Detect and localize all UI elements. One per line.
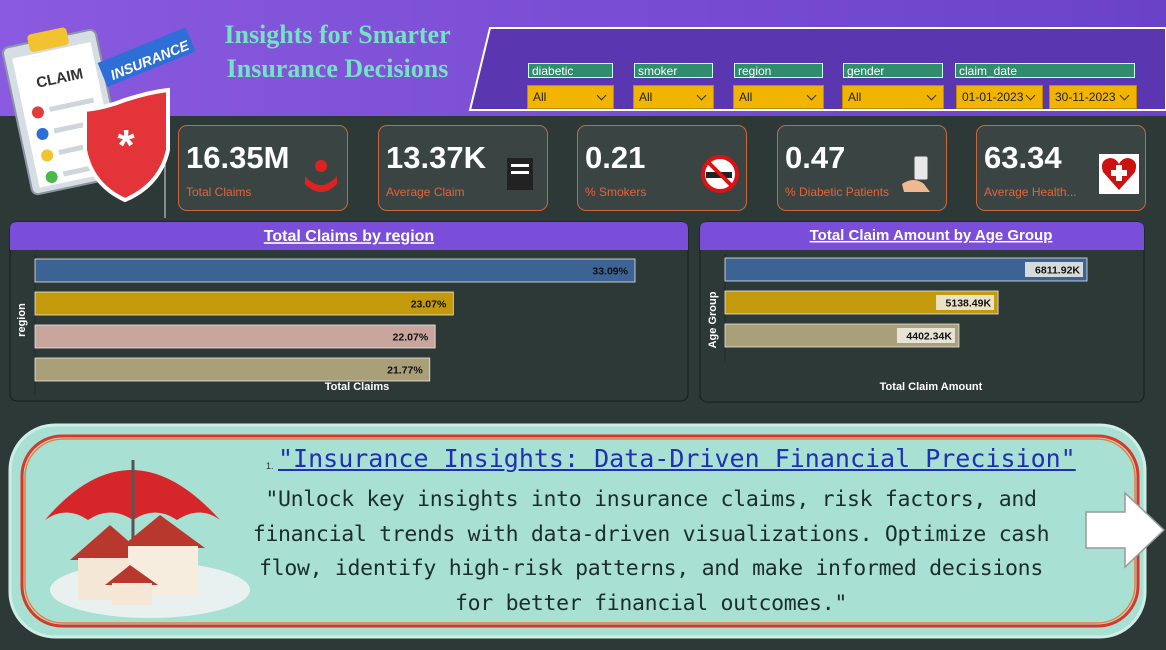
- svg-text:*: *: [117, 121, 135, 170]
- chart-title: Total Claims by region: [264, 228, 434, 245]
- y-axis-title: region: [16, 303, 28, 337]
- data-label: 33.09%: [592, 265, 628, 277]
- data-label: 5138.49K: [946, 297, 992, 309]
- kpi-icon: [305, 160, 337, 192]
- kpi-value: 13.37K: [386, 140, 486, 175]
- filter-dropdown[interactable]: All: [527, 85, 614, 109]
- data-label: 4402.34K: [906, 330, 952, 342]
- banner-title: "Insurance Insights: Data-Driven Financi…: [278, 444, 1076, 473]
- kpi-card: 13.37K Average Claim: [378, 125, 548, 211]
- bar: [34, 258, 636, 283]
- data-label: 21.77%: [387, 364, 423, 376]
- kpi-icon: [507, 158, 533, 190]
- data-label-bg: [896, 328, 955, 343]
- bar: [724, 257, 1088, 282]
- kpi-value: 0.47: [785, 140, 846, 175]
- filter-label: claim_date: [955, 63, 1135, 78]
- filter-dropdown[interactable]: All: [842, 85, 944, 109]
- kpi-label: % Smokers: [585, 185, 647, 199]
- kpi-card: 16.35M Total Claims: [178, 125, 348, 211]
- kpi-icon: [1099, 154, 1139, 194]
- kpi-card: 63.34 Average Health...: [976, 125, 1146, 211]
- banner-number: 1.: [266, 461, 274, 471]
- kpi-value: 0.21: [585, 140, 646, 175]
- date-end[interactable]: 30-11-2023: [1049, 85, 1137, 109]
- data-label-bg: [936, 295, 995, 310]
- data-label: 22.07%: [393, 331, 429, 343]
- filter-label: region: [734, 63, 823, 78]
- bar: [34, 357, 431, 382]
- data-label: 23.07%: [411, 298, 447, 310]
- kpi-label: Average Claim: [386, 185, 465, 199]
- header-title: Insights for Smarter: [224, 20, 451, 49]
- x-axis-title: Total Claim Amount: [880, 381, 983, 393]
- kpi-value: 63.34: [984, 140, 1062, 175]
- data-label-bg: [1025, 262, 1083, 277]
- y-axis-title: Age Group: [707, 291, 719, 348]
- filter-label: gender: [843, 63, 943, 78]
- kpi-label: % Diabetic Patients: [785, 185, 890, 199]
- filter-label: diabetic: [528, 63, 613, 78]
- kpi-value: 16.35M: [186, 140, 290, 175]
- filter-dropdown[interactable]: All: [633, 85, 714, 109]
- header-title: Insurance Decisions: [226, 54, 449, 83]
- kpi-card: 0.21 % Smokers: [577, 125, 747, 211]
- kpi-label: Total Claims: [186, 185, 252, 199]
- banner-body: "Unlock key insights into insurance clai…: [252, 487, 1050, 616]
- bar: [34, 291, 454, 316]
- kpi-card: 0.47 % Diabetic Patients: [777, 125, 947, 211]
- filter-dropdown[interactable]: All: [733, 85, 824, 109]
- bar: [34, 324, 436, 349]
- kpi-icon: [701, 155, 739, 193]
- x-axis-title: Total Claims: [325, 381, 390, 393]
- kpi-icon: [902, 155, 930, 192]
- bar: [724, 290, 999, 315]
- date-start[interactable]: 01-01-2023: [956, 85, 1043, 109]
- data-label: 6811.92K: [1035, 264, 1080, 276]
- kpi-label: Average Health...: [984, 185, 1077, 199]
- chart-title: Total Claim Amount by Age Group: [810, 227, 1053, 244]
- filter-label: smoker: [634, 63, 713, 78]
